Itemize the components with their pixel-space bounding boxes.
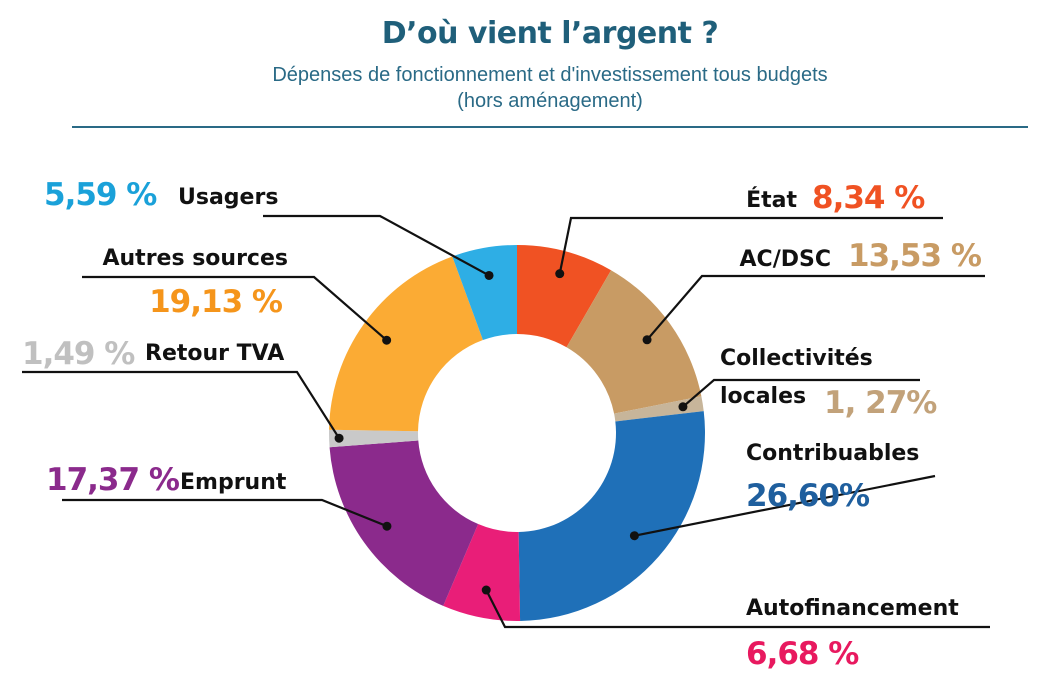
value-emprunt: 17,37 %	[46, 462, 180, 498]
leader-dot-retour-tva	[334, 433, 344, 443]
slice-etat	[517, 245, 612, 348]
leader-line-usagers	[263, 214, 490, 277]
label-emprunt: Emprunt	[180, 470, 287, 495]
leader-dot-usagers	[484, 270, 494, 280]
value-collectivites: 1, 27%	[824, 385, 937, 421]
label-autres-sources: Autres sources	[102, 246, 288, 271]
leader-dot-etat	[555, 269, 565, 279]
slice-collectivites	[614, 396, 704, 422]
slice-autofinancement	[443, 524, 521, 621]
value-autofinancement: 6,68 %	[746, 636, 859, 672]
label-contribuables: Contribuables	[746, 441, 919, 466]
leader-line-autres-sources	[82, 275, 388, 342]
leader-dot-autres-sources	[382, 335, 392, 345]
label-autofinancement: Autofinancement	[746, 596, 959, 621]
slice-emprunt	[329, 440, 479, 606]
subtitle-line-1: Dépenses de fonctionnement et d'investis…	[272, 64, 828, 86]
value-usagers: 5,59 %	[44, 177, 157, 213]
value-etat: 8,34 %	[812, 180, 925, 216]
chart-labels: État 8,34 % AC/DSC 13,53 % Collectivités…	[22, 177, 983, 672]
leader-line-etat	[558, 216, 943, 274]
slice-retour-tva	[329, 429, 419, 448]
subtitle-line-2: (hors aménagement)	[457, 90, 643, 112]
label-usagers: Usagers	[178, 185, 278, 210]
leader-line-retour-tva	[22, 370, 341, 439]
leader-line-acdsc	[646, 274, 985, 341]
leader-line-emprunt	[62, 498, 388, 528]
leader-dot-acdsc	[642, 335, 652, 345]
slice-acdsc	[566, 270, 702, 414]
value-autres-sources: 19,13 %	[149, 284, 283, 320]
page-title: D’où vient l’argent ?	[381, 16, 719, 51]
label-collectivites-line2: locales	[720, 384, 806, 409]
leader-dot-emprunt	[382, 521, 392, 531]
slice-usagers	[452, 245, 517, 341]
header-divider	[72, 126, 1028, 128]
slice-contribuables	[518, 411, 705, 621]
leader-line-autofinancement	[485, 589, 990, 629]
label-retour-tva: Retour TVA	[145, 341, 284, 366]
slice-autres-sources	[329, 256, 483, 432]
chart-callouts	[22, 214, 990, 629]
leader-dot-autofinancement	[481, 585, 491, 595]
label-etat: État	[746, 187, 797, 213]
leader-line-collectivites	[682, 378, 920, 408]
label-collectivites-line1: Collectivités	[720, 346, 873, 371]
value-retour-tva: 1,49 %	[22, 336, 135, 372]
donut-slices	[329, 245, 705, 621]
page-subtitle: Dépenses de fonctionnement et d'investis…	[0, 62, 1037, 114]
leader-dot-contribuables	[629, 531, 639, 541]
value-contribuables: 26,60%	[746, 478, 870, 514]
leader-line-contribuables	[634, 474, 936, 537]
value-acdsc: 13,53 %	[848, 238, 982, 274]
label-acdsc: AC/DSC	[740, 247, 831, 272]
leader-dot-collectivites	[678, 402, 688, 412]
